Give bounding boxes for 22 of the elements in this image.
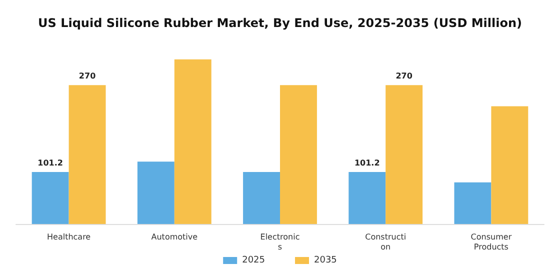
bar: [280, 85, 317, 224]
x-tick-label: Consumer Products: [470, 232, 512, 252]
legend-label: 2025: [242, 256, 265, 266]
legend-label: 2035: [314, 256, 337, 266]
bar: [68, 85, 106, 224]
x-tick-label: Electronic s: [260, 232, 300, 252]
bar: [137, 162, 174, 224]
bar: [348, 172, 386, 224]
data-label: 101.2: [354, 158, 380, 168]
bar: [243, 172, 280, 224]
data-label: 270: [396, 72, 413, 81]
bar: [32, 172, 69, 224]
bar: [386, 85, 423, 224]
x-tick-label: Healthcare: [46, 232, 91, 242]
x-tick-label: Automotive: [151, 232, 198, 242]
bar: [491, 106, 528, 224]
bar: [454, 182, 492, 224]
data-label: 101.2: [38, 158, 63, 168]
x-tick-label: Constructi on: [365, 232, 406, 252]
chart-title: US Liquid Silicone Rubber Market, By End Use, 2025-2035 (USD Million): [38, 16, 522, 30]
bar: [174, 59, 212, 224]
data-label: 270: [78, 72, 96, 81]
